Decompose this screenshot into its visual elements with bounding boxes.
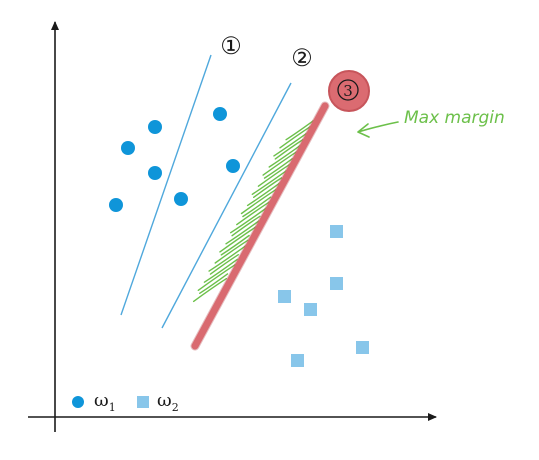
legend-class-1-icon	[72, 396, 84, 408]
hatch-stroke	[246, 181, 282, 207]
legend-class-2-icon	[137, 396, 149, 408]
hatch-stroke	[230, 205, 270, 234]
class-1-point	[148, 166, 162, 180]
hatch-stroke	[199, 273, 229, 294]
class-2-point	[278, 290, 291, 303]
hatch-stroke	[242, 196, 272, 218]
class-1-point	[121, 141, 135, 155]
hatch-stroke	[208, 244, 248, 272]
hatch-stroke	[236, 201, 271, 226]
class-2-point	[356, 341, 369, 354]
label-line-3: 3	[343, 82, 353, 100]
hatch-stroke	[263, 158, 293, 179]
hatch-stroke	[253, 177, 283, 198]
class-1-point	[226, 159, 240, 173]
hatch-stroke	[274, 138, 304, 160]
class-2-point	[291, 354, 304, 367]
hatch-stroke	[219, 225, 259, 253]
legend: ω1 ω2	[72, 390, 179, 414]
class-1-point	[213, 107, 227, 121]
label-line-1: ①	[220, 32, 242, 60]
class-2-point	[330, 225, 343, 238]
hatch-stroke	[192, 277, 228, 303]
class-2-point	[304, 303, 317, 316]
hatch-stroke	[220, 234, 250, 256]
hatch-stroke	[225, 220, 260, 245]
hatch-stroke	[209, 254, 239, 275]
class-1-point	[148, 120, 162, 134]
class-2-point	[330, 277, 343, 290]
boundary-line-2	[161, 82, 292, 329]
class-1-point	[109, 198, 123, 212]
hatch-stroke	[231, 215, 261, 237]
hatch-stroke	[203, 258, 238, 283]
hatch-stroke	[257, 162, 292, 187]
legend-class-2-label: ω2	[157, 390, 179, 414]
annotation-max-margin: Max margin	[404, 108, 505, 128]
legend-class-1-label: ω1	[94, 390, 116, 414]
arrow-left-icon	[357, 121, 399, 138]
class-1-points	[109, 107, 240, 212]
hatch-stroke	[214, 239, 249, 264]
label-line-2: ②	[291, 44, 313, 72]
class-2-points	[278, 225, 369, 367]
margin-hatching	[192, 119, 315, 303]
label-line-3-badge	[328, 70, 370, 112]
class-1-point	[174, 192, 188, 206]
hatch-stroke	[197, 263, 237, 291]
hatch-stroke	[285, 119, 315, 141]
boundary-line-1	[120, 54, 212, 316]
hatch-stroke	[268, 143, 303, 168]
best-boundary-line-3	[191, 102, 329, 350]
label-line-3-ring	[337, 79, 359, 101]
